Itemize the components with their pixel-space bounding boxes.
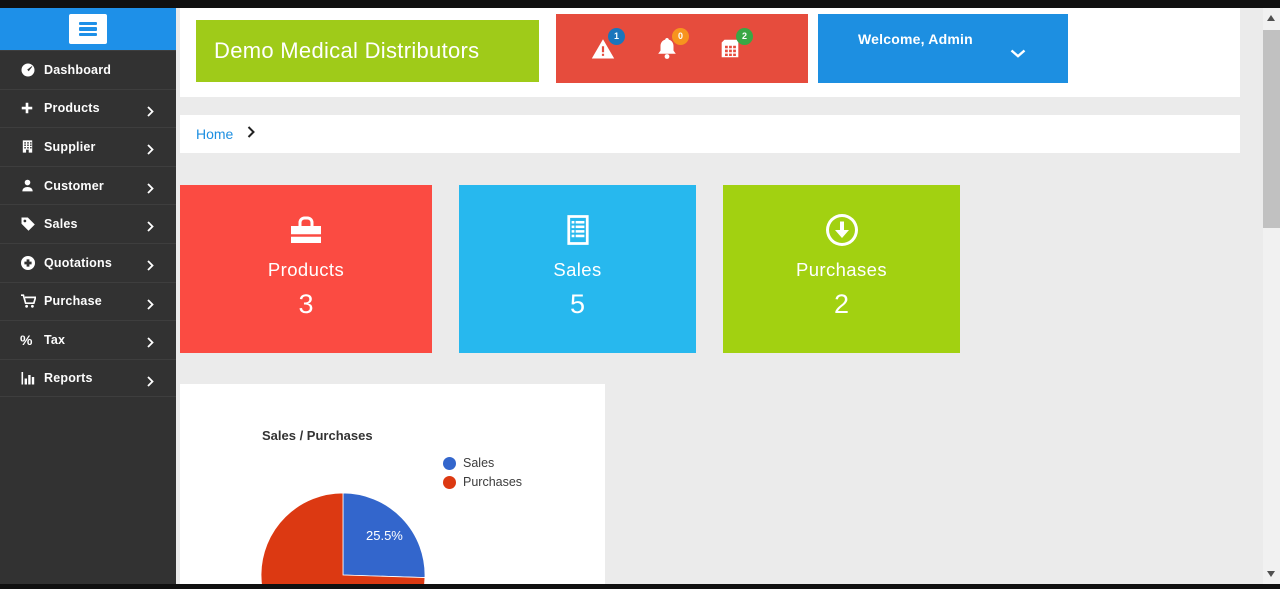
chevron-right-icon — [147, 219, 154, 237]
top-header: Demo Medical Distributors 1 0 2 Welcome,… — [180, 8, 1240, 97]
chart-legend: Sales Purchases — [443, 456, 522, 489]
bell-icon — [658, 37, 676, 59]
user-icon — [20, 178, 44, 193]
plus-icon — [20, 101, 44, 115]
chevron-right-icon — [147, 335, 154, 353]
stat-card-sales[interactable]: Sales 5 — [459, 185, 696, 353]
scrollbar-thumb[interactable] — [1263, 30, 1280, 228]
briefcase-icon — [287, 213, 325, 247]
stat-card-value: 3 — [298, 289, 314, 319]
stat-card-label: Sales — [553, 259, 602, 280]
cart-icon — [20, 293, 44, 309]
brand-title[interactable]: Demo Medical Distributors — [196, 20, 539, 82]
legend-dot — [443, 475, 456, 489]
legend-item-purchases[interactable]: Purchases — [443, 475, 522, 489]
window-top-border — [0, 0, 1280, 8]
sidebar-item-products[interactable]: Products — [0, 88, 176, 128]
notification-badge: 2 — [736, 27, 753, 45]
stat-card-value: 2 — [833, 289, 850, 319]
sidebar-item-label: Supplier — [44, 139, 96, 154]
legend-label: Purchases — [463, 475, 523, 489]
dashboard-icon — [20, 62, 44, 78]
sidebar-item-customer[interactable]: Customer — [0, 165, 176, 205]
warning-icon — [591, 38, 615, 58]
bar-chart-icon — [20, 370, 44, 386]
sidebar-item-label: Quotations — [44, 255, 112, 270]
legend-item-sales[interactable]: Sales — [443, 456, 522, 470]
sidebar-item-tax[interactable]: % Tax — [0, 320, 176, 359]
warning-notification[interactable]: 1 — [590, 27, 625, 62]
chevron-right-icon — [147, 104, 154, 122]
chevron-right-icon — [147, 142, 154, 160]
building-icon — [20, 139, 44, 154]
sidebar-item-label: Products — [44, 101, 100, 116]
chart-title: Sales / Purchases — [262, 428, 373, 443]
notification-bar: 1 0 2 — [556, 14, 808, 83]
brand-title-label: Demo Medical Distributors — [214, 38, 480, 63]
breadcrumb-home-link[interactable]: Home — [196, 126, 234, 142]
chevron-right-icon — [147, 374, 154, 392]
sidebar-item-label: Purchase — [44, 294, 102, 309]
stat-card-label: Purchases — [795, 259, 887, 280]
sidebar-header — [0, 8, 176, 50]
invoice-icon — [564, 213, 592, 247]
percent-icon: % — [20, 331, 33, 348]
sidebar-item-supplier[interactable]: Supplier — [0, 127, 176, 166]
chart-panel: Sales / Purchases Sales Purchases 25.5% — [180, 384, 605, 589]
window-bottom-border — [0, 584, 1280, 589]
user-menu-dropdown[interactable]: Welcome, Admin — [818, 14, 1068, 83]
pie-slice-label: 25.5% — [366, 528, 403, 543]
sidebar-item-label: Tax — [44, 332, 66, 347]
legend-label: Sales — [463, 456, 495, 470]
chevron-right-icon — [147, 297, 154, 315]
sidebar: Dashboard Products Supplier Customer Sal… — [0, 8, 176, 589]
sidebar-item-label: Reports — [44, 371, 93, 386]
pie-chart-area[interactable] — [260, 492, 426, 589]
scroll-up-arrow-icon[interactable] — [1267, 15, 1275, 21]
sidebar-item-label: Sales — [44, 217, 78, 232]
sidebar-item-reports[interactable]: Reports — [0, 358, 176, 398]
plus-circle-icon — [20, 255, 44, 271]
download-circle-icon — [824, 213, 860, 247]
user-menu-label: Welcome, Admin — [858, 31, 973, 47]
pie-chart — [260, 492, 426, 589]
sidebar-item-dashboard[interactable]: Dashboard — [0, 50, 176, 89]
chevron-down-icon — [1010, 45, 1026, 63]
tag-icon — [20, 216, 44, 232]
stat-card-label: Products — [267, 259, 345, 280]
chevron-right-icon — [247, 125, 256, 143]
bell-notification[interactable]: 0 — [654, 27, 689, 62]
notification-badge: 0 — [672, 27, 689, 45]
hamburger-menu-button[interactable] — [69, 14, 107, 44]
legend-dot — [443, 456, 456, 470]
vertical-scrollbar[interactable] — [1263, 8, 1280, 584]
sidebar-item-label: Customer — [44, 178, 104, 193]
chevron-right-icon — [147, 258, 154, 276]
sidebar-item-quotations[interactable]: Quotations — [0, 242, 176, 282]
stat-card-purchases[interactable]: Purchases 2 — [723, 185, 960, 353]
sidebar-item-sales[interactable]: Sales — [0, 204, 176, 243]
scroll-down-arrow-icon[interactable] — [1267, 571, 1275, 577]
hamburger-icon — [79, 21, 97, 25]
calendar-notification[interactable]: 2 — [718, 27, 753, 62]
calendar-icon — [721, 39, 739, 57]
breadcrumb: Home — [180, 115, 1240, 153]
chevron-right-icon — [147, 181, 154, 199]
sidebar-item-label: Dashboard — [44, 62, 112, 77]
stat-card-value: 5 — [569, 289, 586, 319]
stat-card-products[interactable]: Products 3 — [180, 185, 432, 353]
notification-badge: 1 — [608, 27, 625, 45]
sidebar-item-purchase[interactable]: Purchase — [0, 281, 176, 321]
